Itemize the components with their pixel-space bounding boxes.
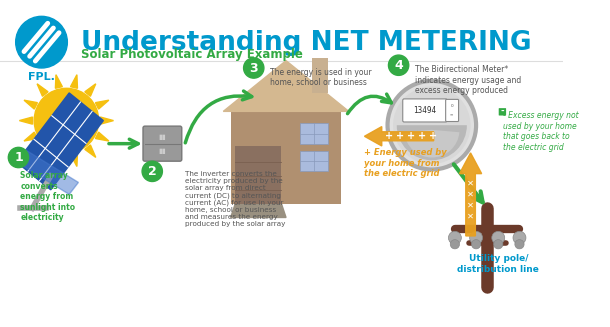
Circle shape — [450, 240, 459, 249]
Text: The inverter converts the
electricity produced by the
solar array from direct
cu: The inverter converts the electricity pr… — [185, 171, 285, 227]
Polygon shape — [24, 100, 37, 109]
Polygon shape — [96, 100, 109, 109]
Polygon shape — [56, 75, 62, 88]
Text: 13494: 13494 — [413, 106, 436, 115]
Text: ▮▮: ▮▮ — [159, 148, 167, 154]
Text: Utility pole/
distribution line: Utility pole/ distribution line — [458, 254, 539, 274]
Circle shape — [513, 231, 526, 244]
Text: FPL.: FPL. — [28, 72, 55, 82]
Wedge shape — [404, 130, 459, 158]
Bar — [312, 58, 328, 93]
Text: 1: 1 — [14, 151, 23, 164]
Circle shape — [243, 58, 264, 78]
Polygon shape — [223, 60, 349, 112]
Text: -: - — [501, 107, 504, 116]
Circle shape — [470, 231, 483, 244]
Text: +: + — [396, 131, 404, 141]
Bar — [235, 146, 281, 204]
Circle shape — [387, 81, 476, 169]
Polygon shape — [20, 117, 32, 124]
Polygon shape — [459, 153, 482, 236]
Bar — [300, 123, 328, 144]
Polygon shape — [16, 93, 103, 190]
Text: ✕: ✕ — [467, 178, 474, 187]
Polygon shape — [37, 84, 48, 96]
Polygon shape — [71, 75, 77, 88]
Polygon shape — [364, 127, 434, 146]
Circle shape — [492, 231, 504, 244]
Circle shape — [493, 240, 503, 249]
Polygon shape — [71, 153, 77, 166]
Text: Understanding NET METERING: Understanding NET METERING — [81, 30, 532, 56]
Polygon shape — [85, 145, 96, 157]
Circle shape — [448, 231, 461, 244]
Circle shape — [472, 240, 481, 249]
Circle shape — [393, 86, 470, 164]
Text: 2: 2 — [148, 165, 157, 178]
FancyBboxPatch shape — [403, 99, 447, 122]
Circle shape — [142, 161, 162, 181]
Text: +: + — [385, 131, 393, 141]
Polygon shape — [24, 132, 37, 141]
Text: ✕: ✕ — [467, 212, 474, 221]
Text: ▮▮: ▮▮ — [159, 134, 167, 140]
Text: +: + — [407, 131, 415, 141]
Bar — [231, 112, 342, 204]
Polygon shape — [56, 153, 62, 166]
Text: The Bidirectional Meter*
indicates energy usage and
excess energy produced: The Bidirectional Meter* indicates energ… — [415, 65, 522, 95]
Text: +: + — [429, 131, 437, 141]
Text: Solar Photovoltaic Array Example: Solar Photovoltaic Array Example — [81, 48, 303, 61]
Polygon shape — [96, 132, 109, 141]
Bar — [300, 151, 328, 171]
Text: ✕: ✕ — [467, 189, 474, 198]
Polygon shape — [101, 117, 113, 124]
Polygon shape — [85, 84, 96, 96]
Text: ✕: ✕ — [467, 200, 474, 210]
Circle shape — [515, 240, 524, 249]
Polygon shape — [37, 145, 48, 157]
Text: The energy is used in your
home, school or business: The energy is used in your home, school … — [270, 68, 372, 87]
FancyBboxPatch shape — [446, 99, 459, 122]
Circle shape — [389, 55, 409, 76]
Text: 0

**: 0 ** — [450, 104, 454, 117]
Text: 4: 4 — [394, 59, 403, 72]
Text: +: + — [418, 131, 426, 141]
Polygon shape — [231, 204, 286, 217]
Text: 3: 3 — [249, 61, 258, 75]
Circle shape — [9, 147, 29, 168]
FancyBboxPatch shape — [499, 108, 506, 115]
Circle shape — [34, 88, 99, 153]
Text: Solar array
converts
energy from
sunlight into
electricity: Solar array converts energy from sunligh… — [20, 171, 76, 222]
Polygon shape — [16, 150, 79, 195]
Text: + Energy used by
your home from
the electric grid: + Energy used by your home from the elec… — [364, 148, 447, 178]
Wedge shape — [396, 125, 467, 160]
Circle shape — [16, 16, 67, 68]
FancyBboxPatch shape — [143, 126, 182, 161]
Text: - Excess energy not
used by your home
that goes back to
the electric grid: - Excess energy not used by your home th… — [503, 112, 578, 152]
